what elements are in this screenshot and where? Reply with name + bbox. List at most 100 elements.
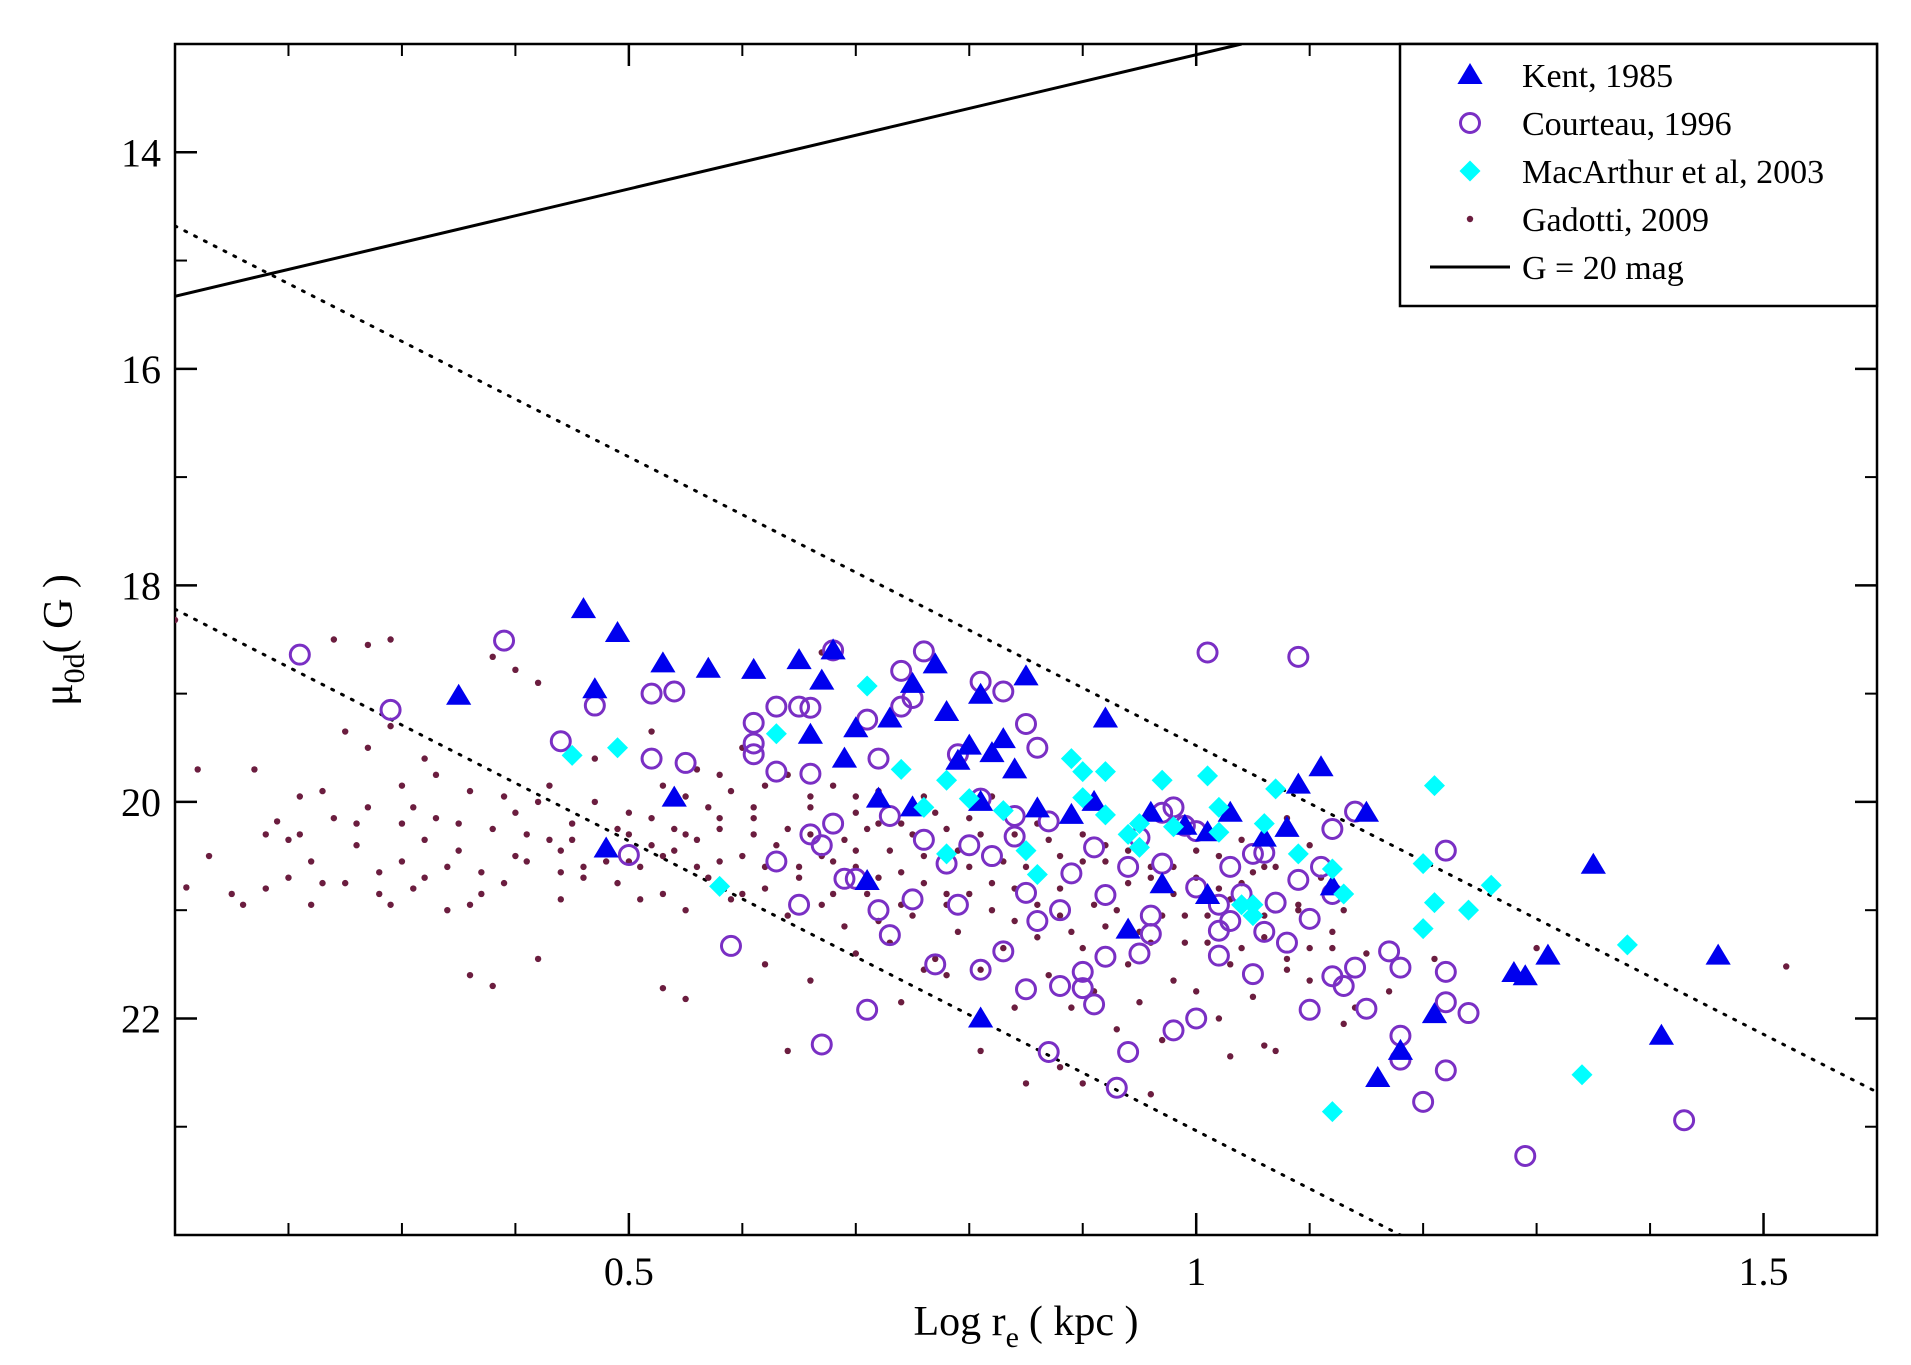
gadotti-point: [784, 1047, 791, 1055]
gadotti-point: [1056, 852, 1064, 860]
gadotti-point: [1215, 852, 1223, 860]
gadotti-point: [1272, 863, 1279, 871]
gadotti-point: [398, 820, 406, 827]
courteau-point: [810, 834, 833, 857]
macarthur-point: [1208, 796, 1230, 818]
gadotti-point: [478, 869, 485, 876]
gadotti-point: [625, 831, 633, 838]
courteau-point: [1434, 839, 1457, 862]
gadotti-point: [557, 847, 564, 854]
gadotti-point: [1113, 906, 1120, 914]
courteau-point: [1151, 852, 1174, 875]
gadotti-point: [1056, 1063, 1064, 1071]
gadotti-point: [852, 950, 859, 957]
kent-point: [1421, 1002, 1448, 1024]
gadotti-point: [852, 809, 859, 816]
gadotti-point: [829, 858, 837, 865]
x-tick-label: 1: [1186, 1249, 1206, 1294]
gadotti-point: [1385, 988, 1393, 995]
gadotti-point: [512, 852, 519, 860]
kent-point: [593, 836, 619, 858]
gadotti-point: [1102, 923, 1109, 930]
kent-point: [809, 668, 835, 690]
gadotti-point: [1283, 966, 1291, 973]
gadotti-point: [466, 901, 474, 908]
courteau-point: [1219, 910, 1242, 933]
gadotti-point: [784, 825, 791, 833]
kent-point: [1058, 802, 1084, 824]
gadotti-point: [943, 890, 950, 898]
gadotti-point: [489, 653, 496, 661]
kent-point: [446, 683, 472, 705]
gadotti-point: [262, 885, 269, 892]
courteau-point: [640, 682, 663, 705]
kent-point: [741, 657, 767, 679]
courteau-point: [1083, 836, 1106, 859]
gadotti-point: [841, 836, 848, 844]
courteau-point: [1287, 868, 1310, 891]
x-axis-label-main: Log r: [913, 1299, 1005, 1345]
kent-point: [1274, 815, 1300, 837]
macarthur-point: [1094, 804, 1116, 826]
gadotti-point: [342, 728, 349, 735]
macarthur-point: [1423, 775, 1445, 797]
gadotti-point: [671, 825, 678, 833]
kent-point: [865, 786, 892, 808]
gadotti-point: [784, 912, 791, 919]
gadotti-point: [977, 831, 984, 838]
macarthur-point: [709, 875, 731, 897]
g20-mag-line: [175, 44, 1242, 298]
gadotti-point: [1431, 955, 1438, 963]
kent-point: [650, 651, 676, 673]
gadotti-point: [319, 787, 326, 795]
gadotti-point: [364, 641, 372, 649]
gadotti-point: [307, 901, 315, 908]
gadotti-point: [1068, 1004, 1075, 1011]
kent-point: [1024, 796, 1050, 818]
gadotti-point: [534, 955, 542, 963]
legend: Kent, 1985 Courteau, 1996 MacArthur et a…: [1398, 42, 1879, 308]
gadotti-point: [1261, 1042, 1268, 1049]
courteau-point: [901, 888, 924, 911]
macarthur-point: [1094, 761, 1116, 783]
courteau-point: [1071, 977, 1094, 1000]
gadotti-point: [932, 809, 939, 816]
kent-point: [831, 746, 858, 768]
gadotti-point: [966, 814, 973, 822]
macarthur-point: [1163, 816, 1185, 838]
courteau-point: [958, 834, 981, 857]
macarthur-point: [1151, 769, 1173, 791]
gadotti-point: [682, 995, 689, 1003]
macarthur-point: [1128, 836, 1150, 858]
gadotti-point: [920, 879, 928, 887]
gadotti-point: [580, 863, 587, 871]
gadotti-point: [489, 825, 496, 833]
gadotti-point: [1215, 885, 1223, 892]
gadotti-point: [829, 890, 837, 898]
gadotti-point: [1136, 999, 1143, 1006]
gadotti-point: [943, 971, 950, 979]
gadotti-point: [920, 852, 928, 860]
gadotti-point: [909, 912, 916, 919]
courteau-point: [946, 893, 969, 916]
macarthur-point: [1197, 765, 1219, 787]
macarthur-point: [1321, 858, 1343, 880]
x-tick-label: 1.5: [1739, 1249, 1789, 1294]
gadotti-point: [943, 825, 950, 833]
gadotti-point: [739, 852, 746, 860]
courteau-point: [1434, 991, 1457, 1014]
kent-point: [990, 727, 1016, 749]
courteau-point: [992, 940, 1015, 963]
macarthur-point: [936, 843, 958, 865]
gadotti-point: [512, 809, 519, 816]
courteau-point: [742, 732, 765, 755]
legend-label-courteau: Courteau, 1996: [1522, 106, 1732, 143]
macarthur-point: [1242, 894, 1264, 916]
courteau-point: [1117, 855, 1140, 878]
macarthur-point: [890, 758, 912, 780]
courteau-point: [1241, 842, 1264, 865]
macarthur-point: [1072, 787, 1094, 809]
kent-point: [956, 733, 982, 755]
courteau-point: [1037, 810, 1060, 833]
gadotti-point: [398, 782, 406, 789]
